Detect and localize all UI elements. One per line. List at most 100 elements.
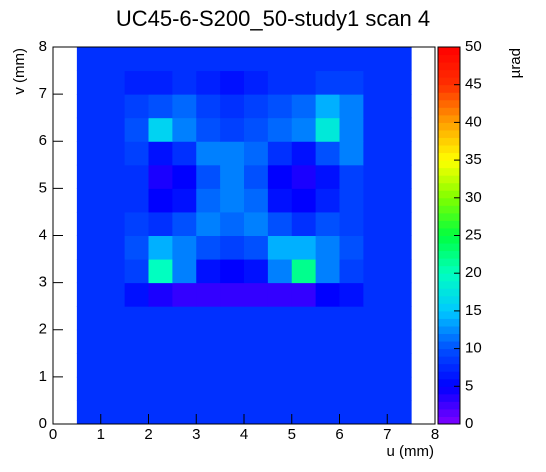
heatmap-cell <box>148 94 173 119</box>
heatmap-cell <box>315 70 340 95</box>
heatmap-cell <box>76 282 102 307</box>
heatmap-cell <box>76 259 102 284</box>
heatmap-cell <box>100 211 126 236</box>
heatmap-cell <box>124 282 149 307</box>
heatmap-cell <box>267 353 293 378</box>
colorbar-segment <box>438 386 460 395</box>
y-tick-label: 7 <box>39 85 47 102</box>
heatmap-cell <box>315 164 340 189</box>
heatmap-cell <box>291 376 317 401</box>
heatmap-cell <box>100 353 126 378</box>
heatmap-cell <box>196 400 221 425</box>
heatmap-cell <box>244 400 269 425</box>
colorbar-segment <box>438 167 460 176</box>
heatmap-cell <box>363 188 388 213</box>
heatmap-cell <box>291 282 317 307</box>
x-tick-label: 7 <box>383 426 391 443</box>
heatmap-cell <box>363 141 388 166</box>
heatmap-cell <box>100 188 126 213</box>
y-tick-label: 8 <box>39 38 47 55</box>
heatmap-cell <box>387 353 412 378</box>
x-tick-label: 8 <box>431 426 439 443</box>
heatmap-cell <box>76 376 102 401</box>
heatmap-cell <box>100 94 126 119</box>
heatmap-cell <box>315 282 340 307</box>
y-tick-label: 6 <box>39 132 47 149</box>
colorbar-segment <box>438 325 460 335</box>
heatmap-cell <box>220 70 245 95</box>
heatmap-cell <box>172 94 197 119</box>
heatmap-cell <box>124 376 149 401</box>
heatmap-cell <box>267 306 293 331</box>
heatmap-cell <box>196 164 221 189</box>
heatmap-cell <box>244 329 269 354</box>
heatmap-cell <box>387 259 412 284</box>
heatmap-cell <box>363 164 388 189</box>
heatmap-cell <box>339 259 364 284</box>
heatmap-cell <box>172 353 197 378</box>
heatmap-cell <box>172 282 197 307</box>
heatmap-cell <box>267 47 293 72</box>
heatmap-cell <box>196 211 221 236</box>
heatmap-cell <box>387 70 412 95</box>
heatmap-cell <box>244 259 269 284</box>
heatmap-cell <box>76 211 102 236</box>
heatmap-cell <box>124 47 149 72</box>
colorbar-segment <box>438 295 460 304</box>
heatmap-cell <box>172 306 197 331</box>
heatmap-cell <box>387 235 412 260</box>
y-tick-label: 4 <box>39 226 47 243</box>
heatmap-cell <box>291 306 317 331</box>
heatmap-cell <box>76 94 102 119</box>
colorbar-tick-label: 45 <box>465 76 482 93</box>
heatmap-cell <box>267 282 293 307</box>
colorbar-tick-label: 30 <box>465 189 482 206</box>
heatmap-cell <box>148 306 173 331</box>
heatmap-cell <box>267 188 293 213</box>
heatmap-cell <box>363 47 388 72</box>
heatmap-cell <box>220 164 245 189</box>
heatmap-cell <box>220 235 245 260</box>
heatmap-cell <box>76 235 102 260</box>
heatmap-cell <box>76 306 102 331</box>
colorbar-segment <box>438 92 460 101</box>
heatmap-cell <box>196 282 221 307</box>
heatmap-cell <box>267 117 293 142</box>
heatmap-cell <box>267 376 293 401</box>
colorbar-tick-label: 35 <box>465 151 482 168</box>
heatmap-cell <box>196 259 221 284</box>
heatmap-cell <box>339 141 364 166</box>
heatmap-cell <box>363 329 388 354</box>
heatmap-cell <box>291 70 317 95</box>
colorbar-segment <box>438 258 460 267</box>
heatmap-cell <box>124 400 149 425</box>
heatmap-cell <box>339 47 364 72</box>
heatmap-cell <box>339 70 364 95</box>
x-tick-label: 2 <box>144 426 152 443</box>
y-tick-label: 1 <box>39 368 47 385</box>
heatmap-cell <box>291 117 317 142</box>
heatmap-cell <box>76 47 102 72</box>
heatmap-cell <box>339 94 364 119</box>
colorbar-segment <box>438 416 460 425</box>
heatmap-cell <box>124 306 149 331</box>
heatmap-cell <box>124 94 149 119</box>
heatmap-cell <box>100 164 126 189</box>
colorbar-segment <box>438 227 460 236</box>
heatmap-cell <box>267 235 293 260</box>
heatmap-cell <box>315 376 340 401</box>
heatmap-cell <box>339 164 364 189</box>
heatmap-cell <box>267 329 293 354</box>
heatmap-cell <box>315 188 340 213</box>
colorbar-tick-label: 0 <box>465 415 473 432</box>
heatmap-cell <box>100 47 126 72</box>
heatmap-cell <box>172 400 197 425</box>
colorbar-tick-label: 10 <box>465 340 482 357</box>
heatmap-cell <box>363 353 388 378</box>
colorbar-segment <box>438 84 460 93</box>
heatmap-cell <box>148 259 173 284</box>
heatmap-cell <box>387 400 412 425</box>
colorbar-segment <box>438 77 460 86</box>
heatmap-cell <box>387 188 412 213</box>
heatmap-cell <box>315 235 340 260</box>
